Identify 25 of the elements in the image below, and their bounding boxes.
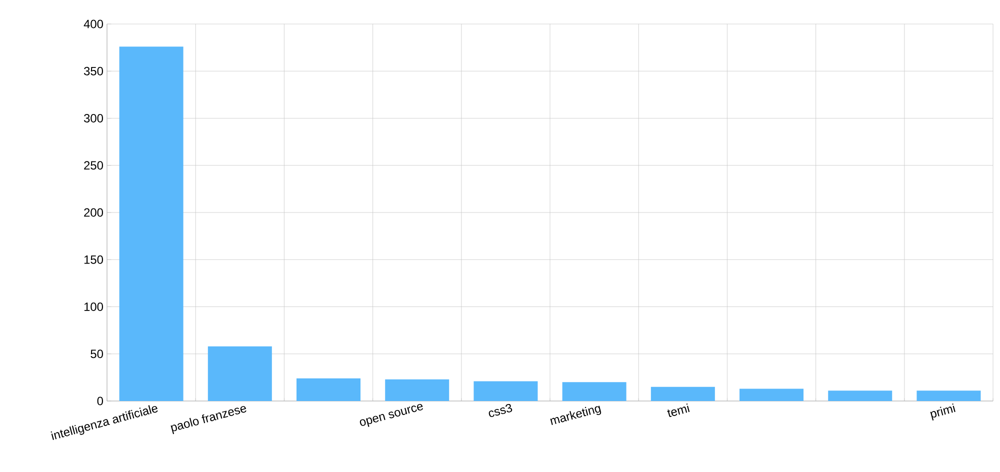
bar [474, 381, 538, 401]
bar [385, 379, 450, 401]
y-tick-label: 150 [84, 255, 104, 264]
y-tick-label: 100 [84, 302, 104, 311]
x-tick-label: temi [667, 403, 690, 418]
bar [208, 346, 272, 401]
bar [916, 390, 981, 401]
y-tick-label: 300 [84, 114, 104, 122]
y-tick-label: 350 [84, 66, 104, 76]
bar [119, 46, 184, 401]
x-tick-label: paolo franzese [170, 406, 246, 434]
bar [562, 382, 626, 401]
x-tick-label: open source [360, 404, 423, 427]
bar [828, 390, 892, 401]
y-tick-label: 250 [84, 161, 104, 170]
y-tick-label: 50 [90, 350, 104, 358]
bar [296, 378, 361, 401]
y-tick-label: 200 [84, 208, 104, 217]
x-tick-label: primi [930, 403, 956, 421]
x-tick-label: marketing [550, 406, 602, 425]
bar [740, 388, 804, 401]
x-tick-label: css3 [488, 404, 512, 418]
y-tick-label: 0 [97, 396, 104, 406]
bar [650, 386, 715, 401]
y-tick-label: 400 [84, 20, 104, 28]
